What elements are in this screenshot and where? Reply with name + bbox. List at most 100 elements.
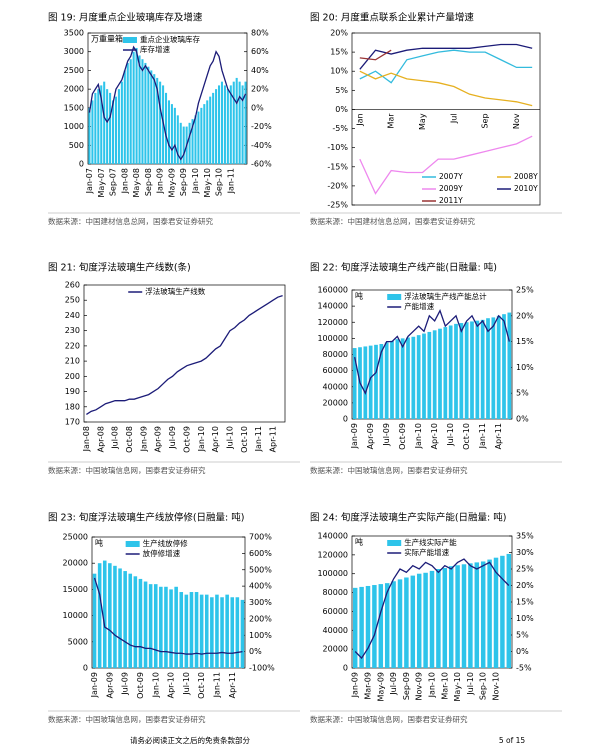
bar (229, 85, 232, 164)
bar (118, 568, 122, 668)
bar (176, 115, 179, 164)
bar (486, 318, 490, 419)
bar (464, 322, 469, 419)
x-tick-label: Jan-09 (139, 426, 148, 452)
bar (496, 315, 501, 419)
line (354, 308, 510, 395)
y-unit: 吨 (355, 291, 363, 301)
bar (363, 346, 368, 419)
bar (410, 575, 416, 668)
x-tick-label: Jan-11 (226, 168, 235, 194)
x-tick-label: Sep (481, 113, 490, 128)
x-tick-label: Jul-10 (446, 423, 455, 447)
y-tick-label: 200 (65, 372, 80, 381)
y-tick-label: 25000 (63, 533, 88, 542)
bar (235, 597, 240, 668)
bar (170, 104, 173, 164)
x-tick-label: Jul (449, 113, 458, 124)
x-tick-label: Jan-10 (414, 423, 423, 449)
x-tick-label: May-10 (203, 168, 212, 197)
bar (384, 342, 389, 419)
x-tick-label: Apr-10 (211, 426, 220, 452)
bar (194, 115, 197, 164)
x-tick-label: Jan-08 (82, 426, 91, 452)
y-tick-label: 0 (83, 664, 88, 673)
bar (372, 585, 377, 668)
y2-tick-label: 0% (251, 103, 264, 112)
bar (378, 584, 384, 668)
source: 数据来源：中国玻璃信息网，国泰君安证券研究 (310, 714, 468, 724)
bar (475, 320, 480, 419)
y-tick-label: 100000 (317, 569, 348, 578)
bar (138, 55, 141, 165)
legend-label: 库存增速 (140, 44, 170, 54)
bar (120, 81, 123, 164)
x-tick-label: Apr-11 (494, 423, 503, 449)
bar (189, 592, 194, 668)
bar (159, 586, 163, 668)
bar (97, 89, 100, 164)
x-tick-label: Jan-08 (120, 168, 129, 194)
bar (153, 584, 158, 668)
bar (427, 331, 432, 419)
bar (203, 104, 206, 164)
bar (199, 594, 204, 668)
bar (493, 557, 499, 668)
x-tick-label: Apr-09 (154, 426, 163, 452)
y2-tick-label: 0% (516, 415, 529, 424)
y-tick-label: 210 (65, 357, 80, 366)
y2-tick-label: 80% (251, 29, 269, 38)
bar (448, 325, 453, 419)
bar (454, 323, 458, 419)
line (359, 70, 533, 107)
x-tick-label: Apr-08 (96, 426, 105, 452)
bar (128, 573, 133, 668)
x-tick-label: Sep-09 (179, 168, 188, 196)
x-tick-label: Apr-11 (228, 672, 237, 698)
plot-frame (351, 32, 541, 206)
bar (491, 317, 496, 419)
y2-tick-label: -60% (251, 160, 272, 169)
bar (220, 597, 224, 668)
y-tick-label: 15% (330, 48, 348, 57)
y-tick-label: 80000 (323, 350, 348, 359)
bar (226, 89, 229, 164)
x-tick-label: May (418, 113, 427, 130)
line (354, 558, 510, 660)
x-tick-label: Jul-09 (382, 423, 391, 447)
legend-label: 实际产能增速 (404, 547, 449, 557)
source: 数据来源：中国玻璃信息网，国泰君安证券研究 (48, 714, 206, 724)
y-tick-label: 3500 (64, 29, 84, 38)
bar (480, 319, 485, 419)
line (86, 295, 283, 415)
source: 数据来源：中国建材信息总网，国泰君安证券研究 (48, 216, 213, 226)
x-tick-label: Apr-11 (269, 426, 278, 452)
bar (384, 583, 390, 668)
x-tick-label: Jul-09 (168, 426, 177, 450)
y2-tick-label: 0% (249, 647, 262, 656)
y-tick-label: 2000 (64, 85, 84, 94)
bar (423, 572, 428, 668)
y2-tick-label: 25% (516, 286, 534, 295)
bar (204, 594, 209, 668)
y2-tick-label: 300% (249, 598, 272, 607)
bar (111, 100, 115, 164)
bar (200, 107, 203, 164)
bar (92, 573, 97, 668)
y-tick-label: 10000 (63, 611, 88, 620)
bar (150, 70, 153, 164)
bar (461, 564, 467, 668)
chart-title: 图 22: 旬度浮法玻璃生产线产能(日融量: 吨) (310, 262, 497, 274)
y-tick-label: 100000 (317, 334, 348, 343)
bar (147, 66, 150, 164)
x-tick-label: Jan-09 (350, 423, 359, 449)
y-tick-label: 500 (69, 141, 84, 150)
y-tick-label: -20% (327, 181, 348, 190)
y-tick-label: 5000 (68, 637, 88, 646)
plot-frame (83, 284, 286, 423)
y2-tick-label: 5% (516, 389, 529, 398)
bar (197, 111, 200, 164)
y-tick-label: 2500 (64, 66, 84, 75)
bar (220, 81, 224, 164)
x-tick-label: Jan-10 (428, 672, 437, 698)
